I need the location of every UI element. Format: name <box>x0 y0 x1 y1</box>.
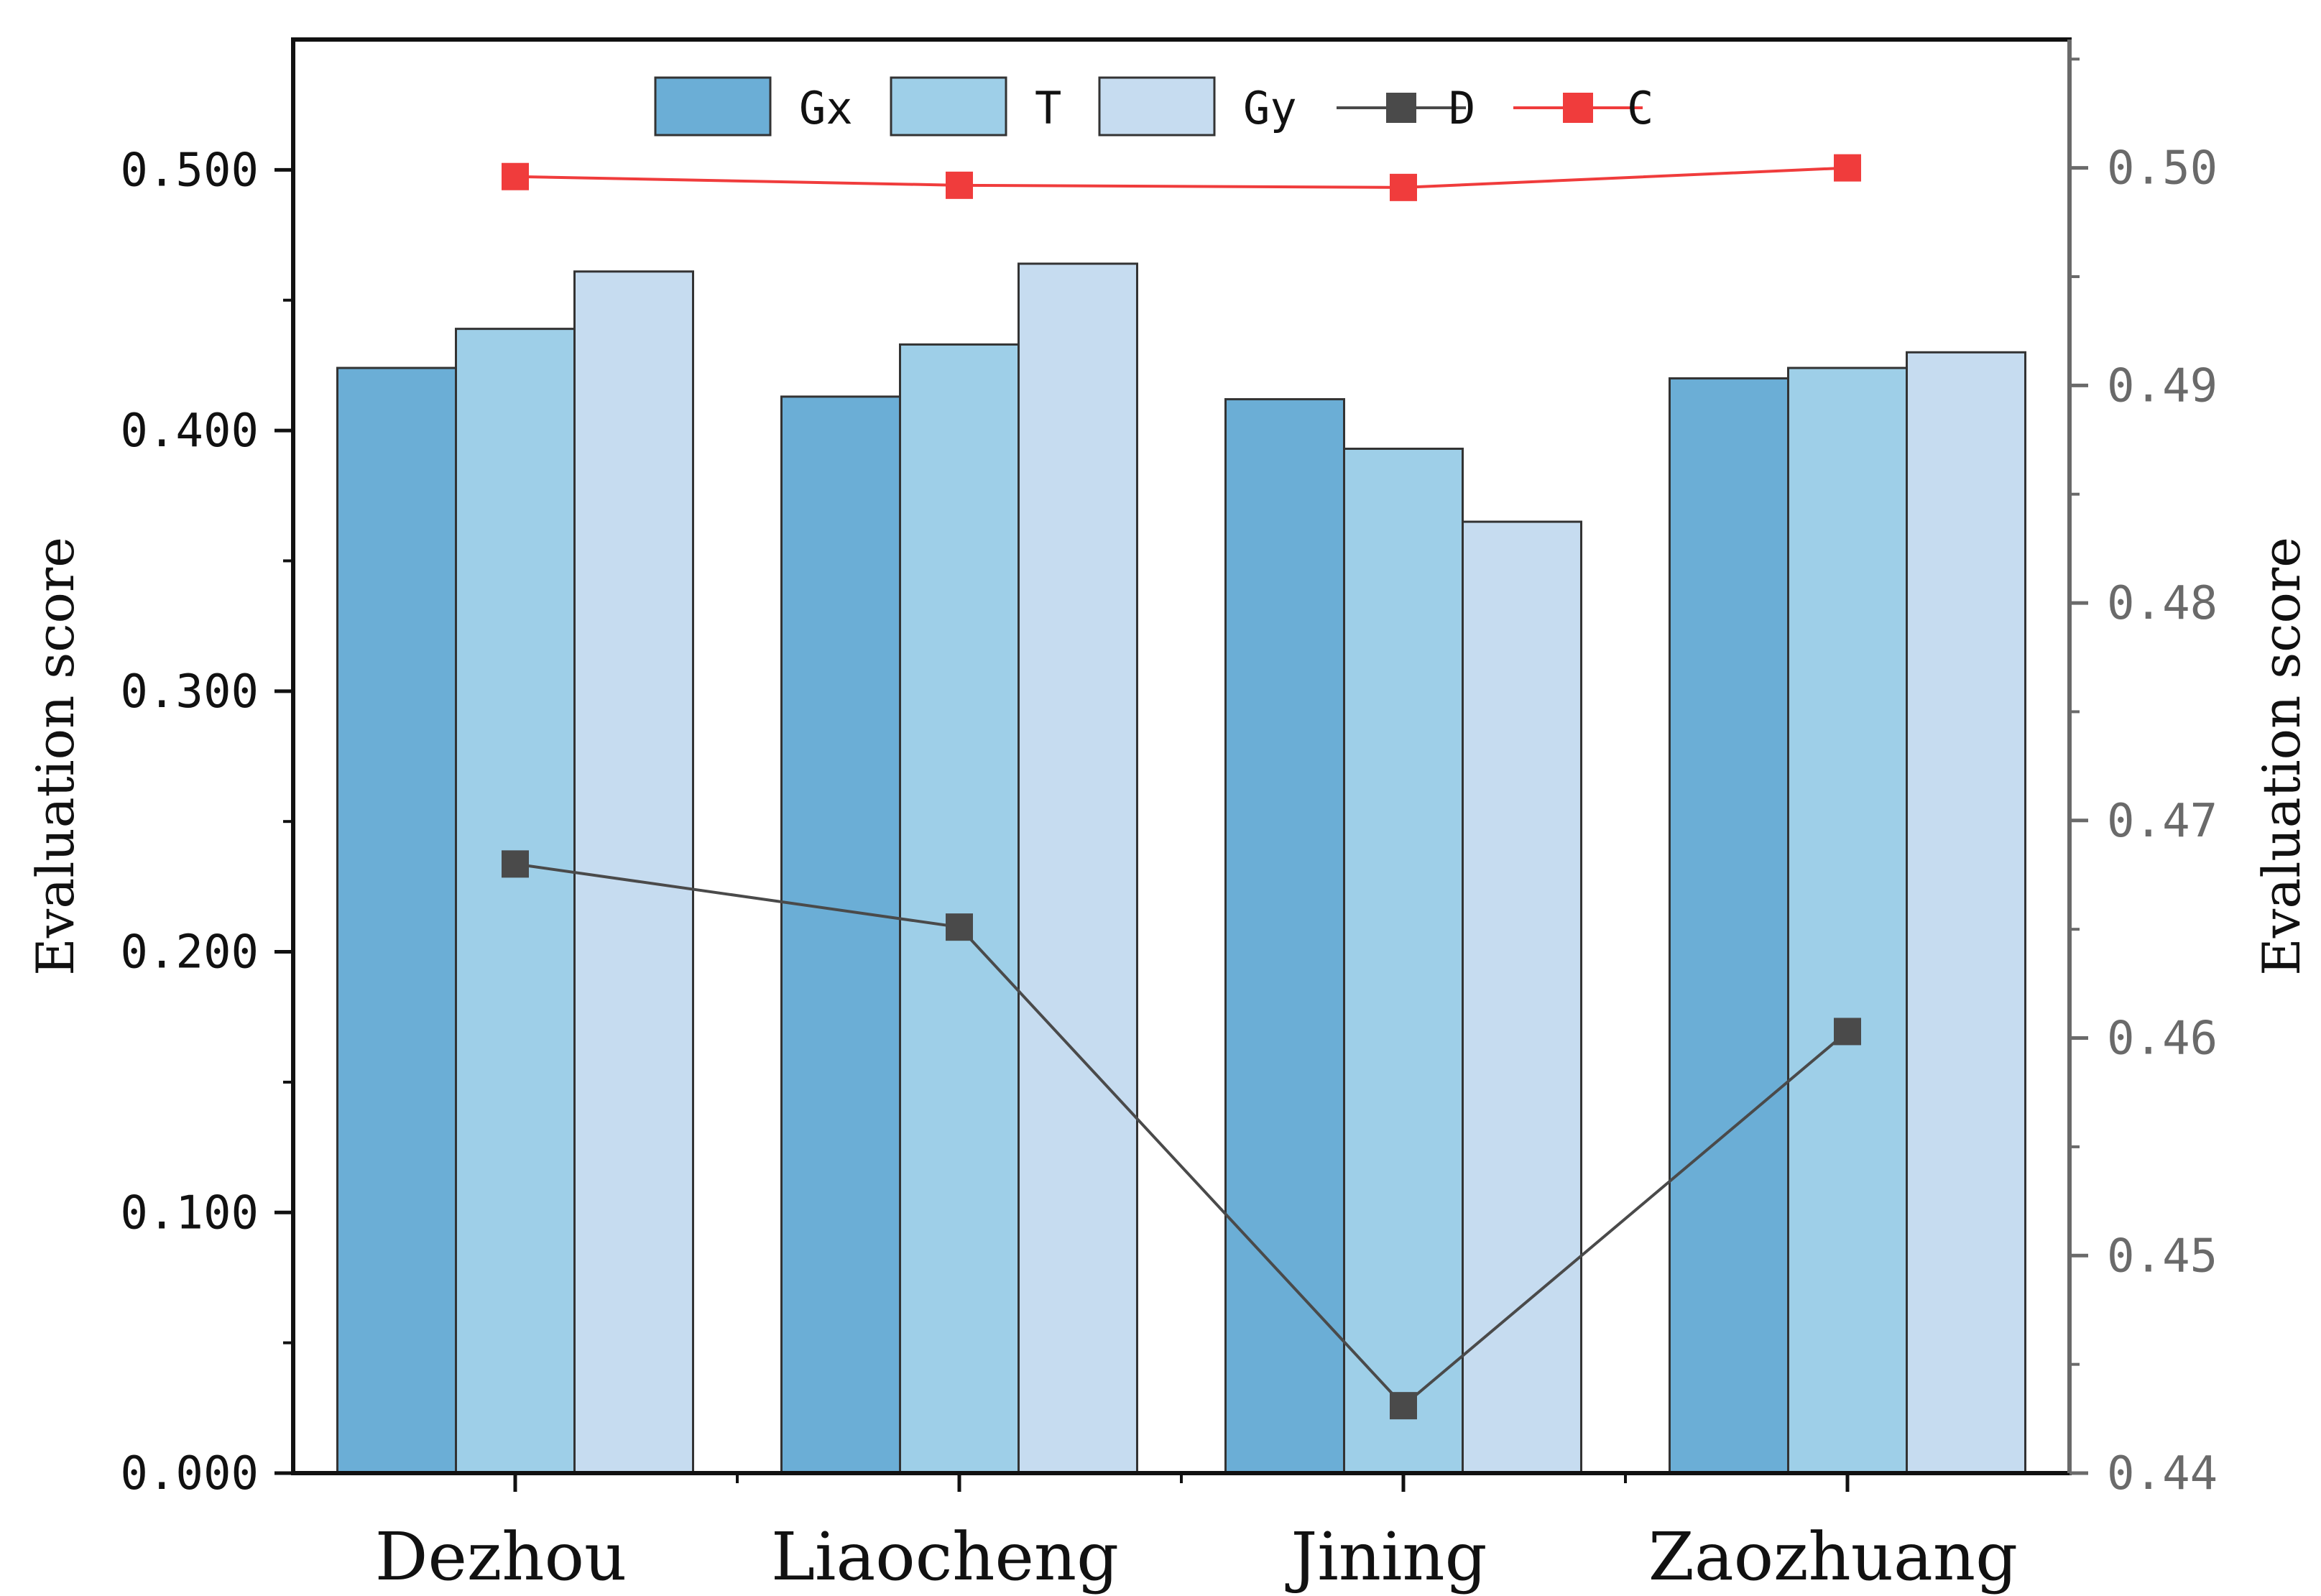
left-tick-label: 0.500 <box>120 144 259 197</box>
legend-label-gy: Gy <box>1243 82 1297 134</box>
marker-c-dezhou <box>502 162 529 190</box>
bar-gx-liaocheng <box>780 395 901 1475</box>
marker-c-zaozhuang <box>1834 154 1861 182</box>
marker-d-zaozhuang <box>1834 1018 1861 1046</box>
right-tick-label: 0.46 <box>2107 1013 2218 1066</box>
left-tick-label: 0.100 <box>120 1186 259 1240</box>
right-tick-label: 0.47 <box>2107 795 2218 848</box>
bar-gy-liaocheng <box>1018 262 1138 1475</box>
bar-gx-jining <box>1224 398 1345 1475</box>
marker-d-dezhou <box>502 850 529 878</box>
left-tick-label: 0.000 <box>120 1447 259 1500</box>
legend-marker-d <box>1386 93 1416 123</box>
legend-swatch-t <box>890 76 1007 137</box>
lines-layer <box>502 154 1861 1420</box>
right-tick-label: 0.48 <box>2107 577 2218 630</box>
line-d <box>515 862 1849 1408</box>
category-label-liaocheng: Liaocheng <box>771 1518 1119 1595</box>
bar-t-dezhou <box>455 328 576 1475</box>
marker-d-liaocheng <box>946 913 973 941</box>
legend-label-gx: Gx <box>799 82 853 134</box>
bar-gx-zaozhuang <box>1669 377 1789 1475</box>
right-tick-label: 0.50 <box>2107 142 2218 195</box>
left-tick-label: 0.200 <box>120 926 259 979</box>
legend-label-t: T <box>1035 82 1061 134</box>
marker-d-jining <box>1390 1392 1417 1420</box>
axes-layer: 0.000 0.100 0.200 0.300 0.400 0.500 0.44 0.45 0.… <box>25 37 2312 1595</box>
left-axis-title: Evaluation score <box>25 537 86 976</box>
bar-gy-zaozhuang <box>1906 351 2026 1475</box>
right-axis-title: Evaluation score <box>2251 537 2312 976</box>
right-tick-label: 0.44 <box>2107 1447 2218 1500</box>
category-label-jining: Jining <box>1285 1518 1487 1595</box>
left-tick-label: 0.400 <box>120 405 259 458</box>
marker-c-jining <box>1390 173 1417 201</box>
bar-gy-jining <box>1462 520 1582 1475</box>
legend-swatch-gx <box>654 76 772 137</box>
legend-label-c: C <box>1627 82 1653 134</box>
marker-c-liaocheng <box>946 171 973 199</box>
category-label-zaozhuang: Zaozhuang <box>1648 1518 2018 1595</box>
bar-t-zaozhuang <box>1787 366 1908 1475</box>
bars-layer <box>336 262 2026 1475</box>
bar-gy-dezhou <box>573 270 694 1475</box>
line-c <box>515 166 1848 189</box>
legend-label-d: D <box>1449 82 1475 134</box>
right-tick-label: 0.49 <box>2107 359 2218 412</box>
bar-gx-dezhou <box>336 366 457 1475</box>
legend: Gx T Gy D C <box>654 76 1653 137</box>
left-tick-label: 0.300 <box>120 665 259 719</box>
legend-swatch-gy <box>1098 76 1216 137</box>
bar-t-jining <box>1343 447 1464 1475</box>
bar-t-liaocheng <box>899 343 1020 1475</box>
legend-marker-c <box>1563 93 1593 123</box>
category-label-dezhou: Dezhou <box>375 1518 627 1595</box>
right-tick-label: 0.45 <box>2107 1230 2218 1283</box>
